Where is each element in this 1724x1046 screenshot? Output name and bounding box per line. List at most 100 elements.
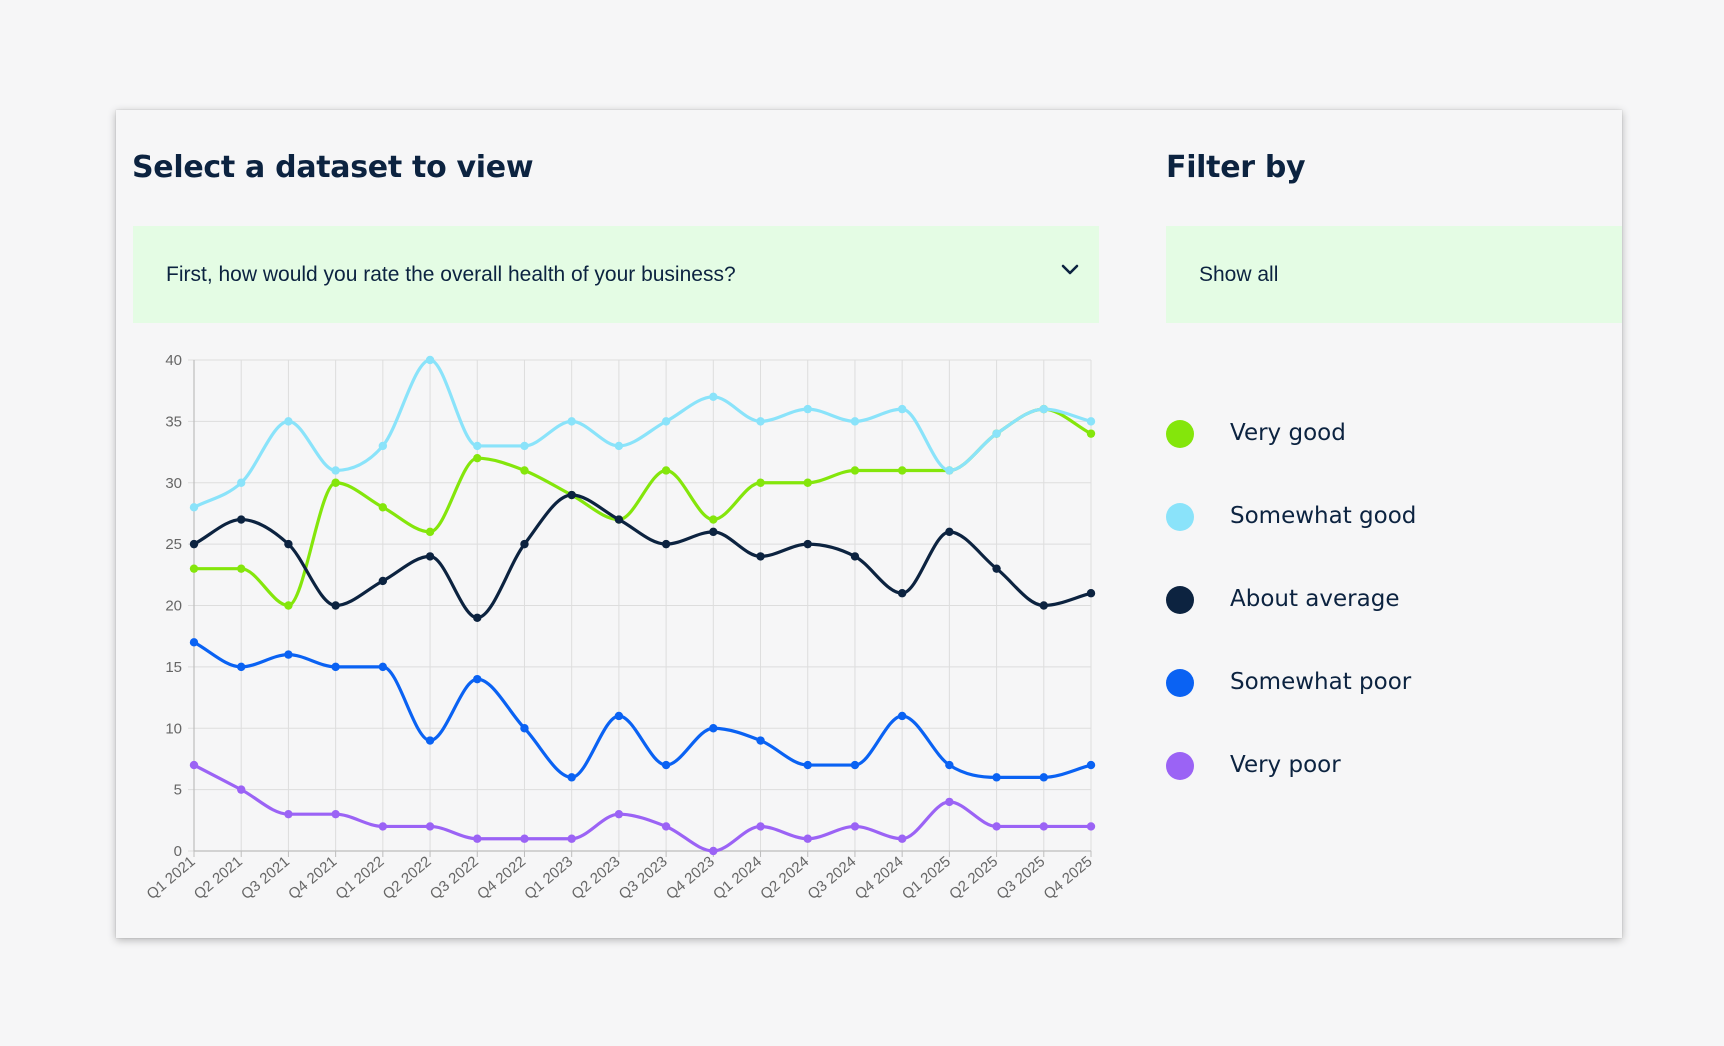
y-tick-label: 10 (165, 720, 182, 737)
data-point-somewhat-good (378, 441, 388, 451)
x-tick-label: Q4 2021 (285, 853, 340, 903)
x-tick-label: Q2 2023 (568, 853, 623, 903)
data-point-about-average (897, 589, 907, 598)
data-point-very-poor (189, 760, 199, 770)
data-point-somewhat-good (850, 417, 860, 426)
data-point-somewhat-poor (378, 662, 388, 672)
x-tick-label: Q4 2022 (474, 853, 529, 903)
x-tick-label: Q2 2022 (380, 853, 435, 903)
legend-label: Somewhat poor (1230, 669, 1412, 695)
y-tick-label: 35 (165, 413, 182, 430)
y-tick-label: 30 (165, 475, 182, 492)
data-point-about-average (1086, 589, 1096, 598)
data-point-somewhat-poor (803, 760, 812, 770)
data-point-somewhat-poor (850, 760, 860, 770)
data-point-about-average (378, 576, 388, 586)
data-point-very-poor (850, 822, 860, 831)
data-point-about-average (567, 490, 576, 500)
legend-label: Very poor (1230, 752, 1341, 778)
data-point-somewhat-good (709, 392, 718, 402)
data-point-somewhat-good (237, 478, 246, 487)
data-point-somewhat-poor (567, 773, 576, 782)
series-line-somewhat-poor (193, 640, 1092, 779)
dataset-heading: Select a dataset to view (132, 150, 534, 185)
data-point-about-average (945, 527, 954, 537)
data-point-somewhat-good (614, 441, 624, 451)
series-line-about-average (193, 493, 1092, 620)
data-point-very-good (1086, 429, 1096, 438)
data-point-somewhat-good (992, 429, 1001, 438)
data-point-very-poor (567, 834, 576, 843)
data-point-somewhat-good (284, 417, 293, 426)
data-point-very-poor (756, 822, 765, 831)
data-point-very-poor (520, 834, 529, 843)
dataset-viewer-card: Select a dataset to view Filter by First… (116, 110, 1622, 938)
data-point-about-average (661, 539, 671, 549)
series-line-very-poor (193, 763, 1091, 853)
data-point-somewhat-good (756, 417, 765, 426)
data-point-somewhat-poor (1086, 760, 1096, 770)
data-point-very-poor (237, 785, 246, 794)
data-point-somewhat-poor (189, 638, 199, 647)
x-tick-label: Q3 2025 (993, 853, 1048, 903)
data-point-very-good (756, 478, 765, 487)
data-point-very-good (661, 466, 671, 475)
x-tick-label: Q3 2021 (238, 853, 293, 903)
x-tick-label: Q1 2023 (521, 853, 576, 903)
x-tick-label: Q3 2024 (805, 853, 860, 903)
data-point-somewhat-poor (1039, 773, 1048, 782)
data-point-very-poor (473, 834, 482, 843)
data-point-somewhat-poor (520, 724, 529, 733)
x-tick-label: Q1 2025 (899, 853, 954, 903)
data-point-very-good (425, 527, 435, 537)
x-tick-label: Q1 2022 (332, 853, 387, 903)
chevron-down-icon (1061, 264, 1079, 275)
data-point-somewhat-poor (284, 650, 293, 659)
data-point-very-poor (661, 822, 671, 831)
data-point-very-poor (284, 809, 293, 819)
data-point-about-average (803, 539, 812, 549)
y-tick-label: 20 (165, 598, 182, 615)
data-point-very-poor (378, 822, 388, 831)
filter-select[interactable]: Show all (1166, 226, 1622, 323)
series-line-somewhat-good (193, 358, 1092, 509)
data-point-somewhat-good (520, 441, 529, 451)
data-point-very-good (850, 466, 860, 475)
data-point-very-good (897, 466, 907, 475)
dataset-select[interactable]: First, how would you rate the overall he… (133, 226, 1099, 323)
legend-dot-icon (1166, 420, 1194, 448)
data-point-very-good (378, 503, 388, 512)
data-point-very-poor (1039, 822, 1048, 831)
data-point-somewhat-poor (992, 773, 1001, 782)
data-point-very-good (237, 564, 246, 573)
x-tick-label: Q4 2023 (663, 853, 718, 903)
data-point-very-poor (709, 846, 718, 856)
filter-heading: Filter by (1166, 150, 1306, 185)
data-point-somewhat-poor (709, 724, 718, 733)
filter-select-value: Show all (1199, 262, 1279, 286)
data-point-very-good (331, 478, 340, 487)
data-point-somewhat-poor (425, 736, 435, 745)
y-tick-label: 15 (165, 659, 182, 676)
legend-dot-icon (1166, 503, 1194, 531)
data-point-somewhat-poor (473, 674, 482, 684)
data-point-somewhat-poor (897, 711, 907, 721)
data-point-somewhat-good (945, 466, 954, 475)
data-point-somewhat-good (189, 503, 199, 512)
data-point-about-average (425, 552, 435, 561)
data-point-about-average (709, 527, 718, 537)
data-point-somewhat-poor (331, 662, 340, 672)
legend-label: Somewhat good (1230, 503, 1417, 529)
data-point-very-poor (425, 822, 435, 831)
y-tick-label: 40 (165, 352, 182, 369)
x-tick-label: Q2 2025 (946, 853, 1001, 903)
data-point-somewhat-poor (756, 736, 765, 745)
legend-label: About average (1230, 586, 1400, 612)
data-point-very-poor (897, 834, 907, 843)
data-point-somewhat-poor (661, 760, 671, 770)
dataset-select-value: First, how would you rate the overall he… (166, 262, 736, 286)
data-point-very-poor (945, 797, 954, 807)
data-point-about-average (473, 613, 482, 622)
legend-dot-icon (1166, 586, 1194, 614)
x-tick-label: Q1 2021 (144, 853, 199, 903)
